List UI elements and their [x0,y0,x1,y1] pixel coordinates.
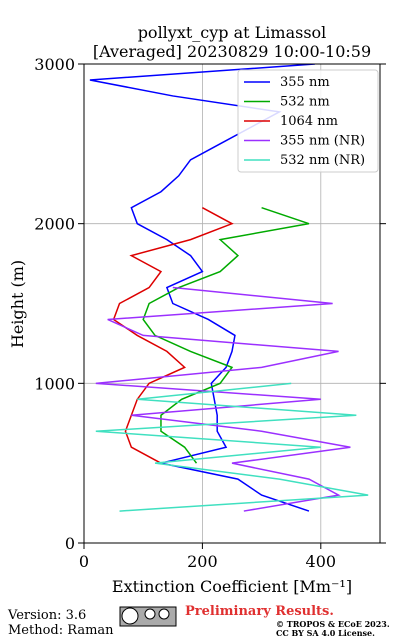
legend-box [237,69,379,173]
plot-frame [83,63,381,544]
profile-line [142,206,310,464]
profile-line [112,207,234,464]
x-tick-label: 400 [306,552,337,571]
legend-label: 355 nm (NR) [280,134,365,149]
method: Method: Raman [8,623,114,638]
chart-subtitle: [Averaged] 20230829 10:00-10:59 [93,42,371,61]
legend-label: 1064 nm [280,114,338,129]
version: Version: 3.6 [7,608,86,623]
profile-line [95,286,351,512]
x-axis-label: Extinction Coefficient [Mm⁻¹] [112,577,352,596]
license: CC BY SA 4.0 License. [276,628,375,638]
status: Preliminary Results. [185,604,334,619]
y-tick-label: 2000 [34,215,75,234]
chart-title: pollyxt_cyp at Limassol [138,23,327,42]
legend-label: 532 nm (NR) [280,153,365,168]
legend-label: 355 nm [280,75,330,90]
legend-label: 532 nm [280,95,330,110]
x-tick-label: 200 [187,552,218,571]
profile-line [89,64,315,512]
copyright: © TROPOS & ECoE 2023. [276,619,390,629]
y-axis-label: Height (m) [8,260,27,348]
profile-line [95,382,369,512]
y-tick-label: 3000 [34,55,75,74]
y-tick-label: 1000 [34,374,75,393]
y-tick-label: 0 [65,534,75,553]
x-tick-label: 0 [79,552,89,571]
cc-logo [119,606,177,627]
